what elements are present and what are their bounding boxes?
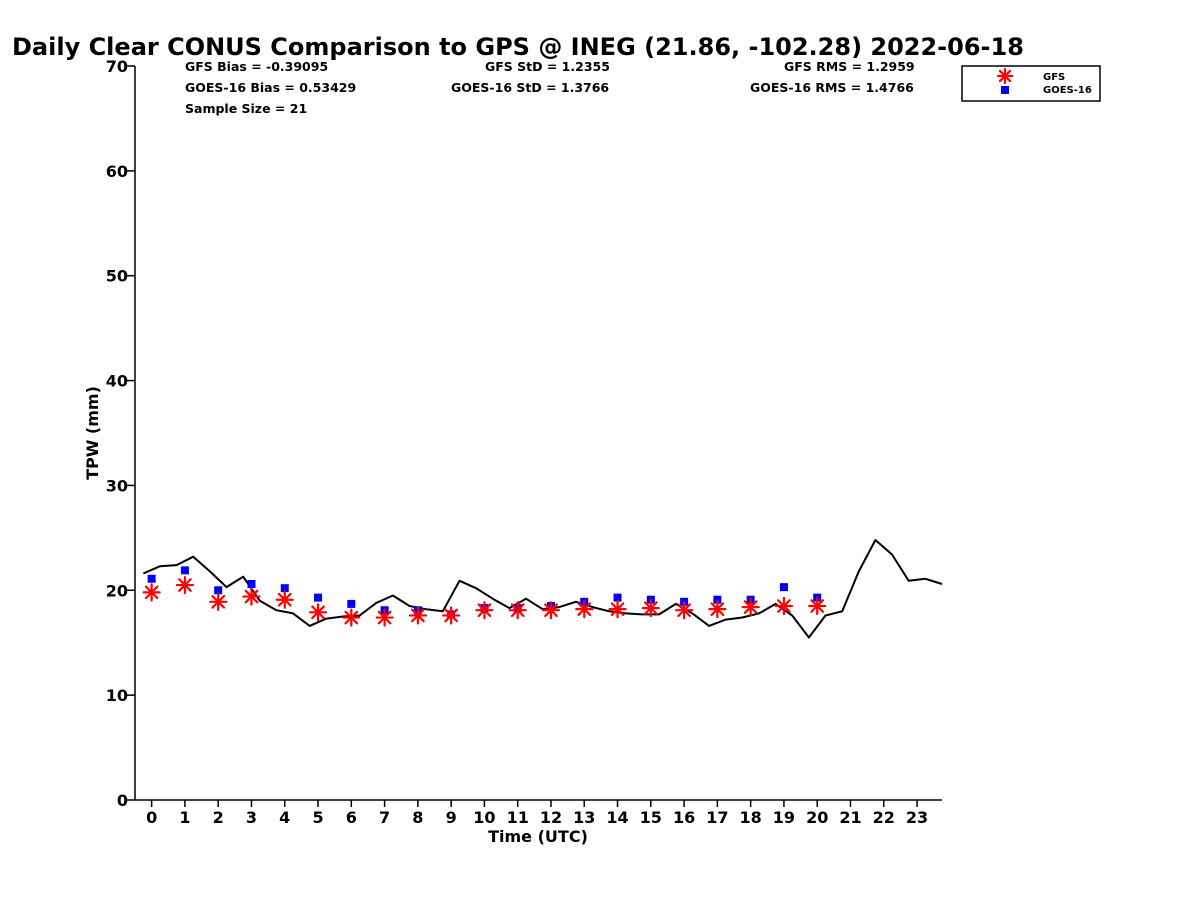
x-tick-label: 20 <box>806 808 828 827</box>
gfs-point <box>641 599 660 618</box>
stat-goes-std: GOES-16 StD = 1.3766 <box>451 80 609 95</box>
legend-gfs-asterisk <box>996 67 1014 85</box>
gfs-point <box>408 606 427 625</box>
x-tick-label: 13 <box>573 808 595 827</box>
goes-point <box>347 599 356 608</box>
x-tick-label: 0 <box>146 808 157 827</box>
goes-point <box>779 583 788 592</box>
x-tick-label: 6 <box>346 808 357 827</box>
x-tick-label: 4 <box>279 808 290 827</box>
gfs-point <box>708 600 727 619</box>
y-tick-label: 0 <box>117 791 128 810</box>
x-ticks: 0 1 2 3 4 5 6 7 8 9 10 11 12 13 14 15 16 17 18 19 20 21 22 23 <box>146 800 928 827</box>
plot-area <box>142 539 943 639</box>
x-tick-label: 14 <box>606 808 628 827</box>
goes-point <box>314 593 323 602</box>
legend-gfs-label: GFS <box>1043 72 1065 83</box>
goes-point <box>280 584 289 593</box>
goes-point <box>180 566 189 575</box>
gfs-point <box>575 600 594 619</box>
x-tick-label: 16 <box>673 808 695 827</box>
y-ticks: 0 10 20 30 40 50 60 70 <box>106 57 135 810</box>
gfs-point <box>608 600 627 619</box>
y-tick-label: 20 <box>106 581 128 600</box>
gfs-point <box>242 587 261 606</box>
x-tick-label: 9 <box>446 808 457 827</box>
x-tick-label: 10 <box>473 808 495 827</box>
x-tick-label: 21 <box>839 808 861 827</box>
goes-point <box>214 586 223 595</box>
gfs-point <box>808 596 827 616</box>
x-tick-label: 11 <box>507 808 529 827</box>
stat-gfs-bias: GFS Bias = -0.39095 <box>185 59 328 74</box>
x-axis-label: Time (UTC) <box>488 827 588 846</box>
stat-gfs-std: GFS StD = 1.2355 <box>485 59 610 74</box>
x-tick-label: 15 <box>640 808 662 827</box>
gfs-point <box>375 608 394 627</box>
x-tick-label: 2 <box>213 808 224 827</box>
legend-goes-label: GOES-16 <box>1043 85 1092 96</box>
x-tick-label: 1 <box>179 808 190 827</box>
x-tick-label: 19 <box>773 808 795 827</box>
goes-point <box>147 574 156 583</box>
y-tick-label: 30 <box>106 476 128 495</box>
x-tick-label: 23 <box>906 808 928 827</box>
gfs-point <box>475 601 494 620</box>
gfs-point <box>209 592 228 611</box>
x-tick-label: 8 <box>412 808 423 827</box>
x-tick-label: 22 <box>873 808 895 827</box>
x-tick-label: 17 <box>706 808 728 827</box>
gfs-point <box>774 596 794 616</box>
x-tick-label: 12 <box>540 808 562 827</box>
x-tick-label: 5 <box>312 808 323 827</box>
y-tick-label: 10 <box>106 686 128 705</box>
x-tick-label: 7 <box>379 808 390 827</box>
stat-goes-bias: GOES-16 Bias = 0.53429 <box>185 80 356 95</box>
y-axis-label: TPW (mm) <box>83 386 102 480</box>
stat-goes-rms: GOES-16 RMS = 1.4766 <box>750 80 914 95</box>
gfs-point <box>308 603 328 622</box>
goes-point <box>247 579 256 588</box>
y-tick-label: 40 <box>106 372 128 391</box>
x-tick-label: 3 <box>246 808 257 827</box>
gfs-point <box>541 601 561 620</box>
stat-sample-size: Sample Size = 21 <box>185 101 307 116</box>
chart-title: Daily Clear CONUS Comparison to GPS @ IN… <box>12 33 1024 61</box>
y-tick-label: 50 <box>106 267 128 286</box>
gfs-point <box>442 606 461 625</box>
x-tick-label: 18 <box>740 808 762 827</box>
legend-gfs-marker <box>996 67 1014 85</box>
gfs-point <box>674 601 694 620</box>
gfs-point <box>342 608 361 627</box>
legend-goes-marker <box>1001 86 1009 94</box>
y-tick-label: 60 <box>106 162 128 181</box>
goes-point <box>713 595 722 604</box>
gfs-point <box>175 575 195 595</box>
gfs-point <box>508 601 527 620</box>
y-tick-label: 70 <box>106 57 128 76</box>
gfs-point <box>275 590 294 609</box>
gfs-point <box>142 583 161 602</box>
goes-point <box>613 593 622 602</box>
gps-series-line <box>142 539 943 639</box>
legend: GFS GOES-16 <box>961 65 1101 102</box>
stat-gfs-rms: GFS RMS = 1.2959 <box>784 59 915 74</box>
gfs-point <box>741 597 760 617</box>
legend-box <box>961 65 1101 102</box>
